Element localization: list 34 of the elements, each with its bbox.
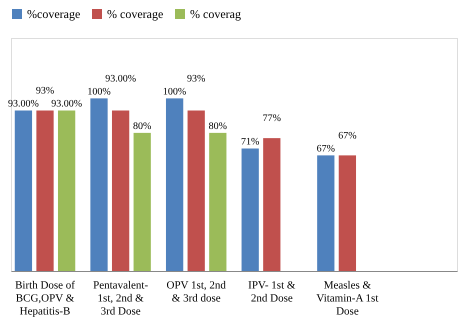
bar — [58, 110, 76, 271]
data-label: 77% — [262, 113, 281, 124]
legend-label: %coverage — [27, 7, 80, 21]
bar — [263, 138, 280, 271]
bar — [134, 132, 151, 271]
bar — [209, 132, 226, 271]
data-label: 100% — [162, 86, 186, 98]
x-tick-label: IPV- 1st & 2nd Dose — [248, 280, 296, 304]
bar — [188, 110, 205, 271]
data-label: 71% — [241, 136, 260, 148]
legend-label: % coverag — [190, 7, 241, 21]
data-label: 93.00% — [105, 73, 136, 84]
x-tick-label: OPV 1st, 2nd & 3rd dose — [166, 280, 226, 304]
x-tick-label: Birth Dose of BCG,OPV & Hepatitis-B — [15, 280, 76, 318]
data-label: 100% — [87, 86, 111, 98]
data-label: 67% — [316, 143, 335, 154]
data-label: 93.00% — [8, 98, 39, 110]
legend-label: % coverage — [107, 7, 164, 21]
bar — [36, 110, 54, 271]
bar — [112, 110, 130, 271]
bar — [166, 98, 184, 271]
x-tick-label: Pentavalent- 1st, 2nd & 3rd Dose — [93, 280, 148, 318]
bar — [242, 148, 259, 271]
bar — [317, 155, 334, 271]
x-tick-label: Measles & Vitamin-A 1st Dose — [316, 280, 378, 318]
data-label: 93% — [36, 85, 54, 96]
data-label: 93.00% — [51, 98, 82, 110]
bar — [338, 155, 356, 271]
bar — [14, 110, 32, 271]
data-label: 80% — [208, 120, 227, 132]
data-label: 93% — [187, 73, 206, 84]
bar — [90, 98, 108, 271]
data-label: 67% — [338, 130, 357, 142]
data-label: 80% — [133, 120, 152, 132]
